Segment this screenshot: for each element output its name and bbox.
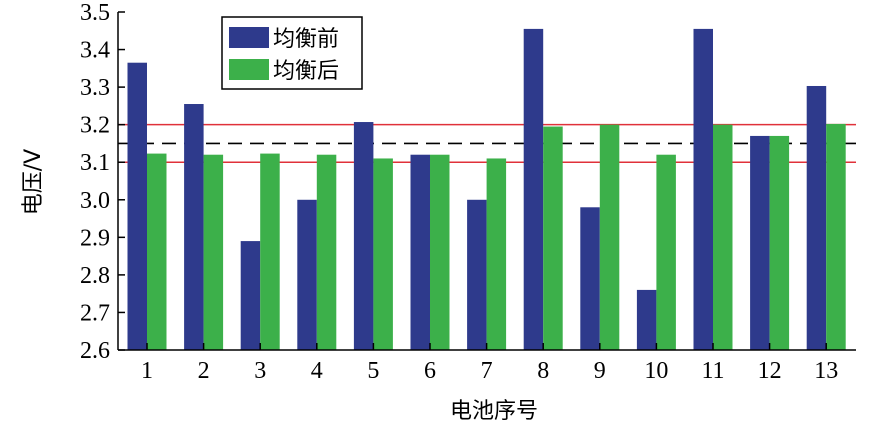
x-tick-label: 12 (758, 358, 782, 384)
y-axis-label: 电压/V (21, 149, 46, 215)
legend-label: 均衡前 (273, 27, 339, 52)
y-tick-label: 3.3 (80, 75, 110, 101)
x-tick-label: 10 (644, 358, 668, 384)
bar-after-10 (656, 154, 676, 350)
bar-before-4 (297, 199, 317, 350)
bar-after-11 (713, 124, 733, 351)
bar-before-6 (410, 154, 430, 350)
x-tick-label: 13 (814, 358, 838, 384)
bar-before-3 (240, 241, 261, 350)
y-tick-label: 2.6 (80, 338, 110, 364)
x-axis-label: 电池序号 (450, 399, 538, 424)
bar-before-7 (467, 199, 487, 350)
y-tick-label: 3.1 (80, 150, 110, 176)
legend-label: 均衡后 (273, 59, 339, 84)
x-tick-label: 3 (254, 358, 266, 384)
bar-before-12 (750, 135, 770, 350)
bar-before-1 (127, 62, 147, 350)
x-tick-label: 1 (141, 358, 153, 384)
bar-after-9 (599, 124, 620, 351)
bar-after-2 (203, 154, 224, 350)
legend-swatch (229, 27, 269, 48)
bar-after-12 (769, 135, 790, 350)
bar-after-4 (316, 154, 337, 350)
bar-before-10 (636, 289, 657, 350)
bar-before-13 (806, 85, 827, 351)
y-tick-label: 3.4 (80, 38, 110, 64)
bar-before-9 (580, 207, 600, 350)
bar-before-5 (353, 122, 374, 350)
x-tick-label: 6 (424, 358, 436, 384)
x-tick-label: 11 (701, 358, 724, 384)
y-tick-label: 3.0 (80, 188, 110, 214)
bar-after-3 (260, 153, 280, 350)
bar-before-8 (523, 28, 544, 351)
bar-after-7 (486, 158, 507, 350)
bars (127, 28, 846, 351)
x-tick-label: 4 (311, 358, 323, 384)
bar-after-1 (147, 153, 167, 350)
x-tick-label: 2 (198, 358, 210, 384)
bar-before-11 (693, 28, 713, 351)
y-tick-label: 3.2 (80, 113, 110, 139)
bar-after-8 (543, 126, 563, 351)
x-tick-label: 8 (537, 358, 549, 384)
y-tick-label: 3.5 (80, 0, 110, 26)
bar-after-13 (826, 123, 846, 350)
reference-lines (118, 123, 856, 163)
bar-after-5 (373, 158, 393, 350)
y-tick-label: 2.9 (80, 225, 110, 251)
bar-before-2 (184, 104, 204, 350)
x-tick-label: 5 (367, 358, 379, 384)
x-tick-label: 7 (481, 358, 493, 384)
legend-swatch (229, 59, 269, 80)
bar-after-6 (430, 154, 450, 350)
x-tick-label: 9 (594, 358, 606, 384)
axes: 2.62.72.82.93.03.13.23.33.43.51 2 3 4 5 6 7 8 9 1… (80, 0, 856, 384)
y-tick-label: 2.7 (80, 300, 110, 326)
y-tick-label: 2.8 (80, 263, 110, 289)
